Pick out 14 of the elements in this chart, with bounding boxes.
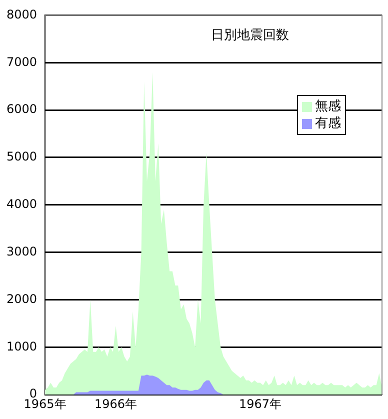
x-tick-label: 1966年 [94,396,138,411]
legend-label: 無感 [315,98,341,116]
y-tick-label: 4000 [6,197,37,212]
y-tick-label: 7000 [6,54,37,69]
y-tick-label: 2000 [6,292,37,306]
y-tick-label: 5000 [6,150,37,164]
legend-label: 有感 [315,115,341,132]
text: 日別地震回数 [210,27,290,44]
y-tick-label: 6000 [6,102,37,116]
x-tick-label: 1967年 [238,396,282,411]
x-tick-label: 1965年 [24,396,66,411]
y-tick-label: 8000 [6,7,37,22]
y-tick-label: 1000 [6,339,37,354]
y-tick-label: 3000 [6,244,37,258]
